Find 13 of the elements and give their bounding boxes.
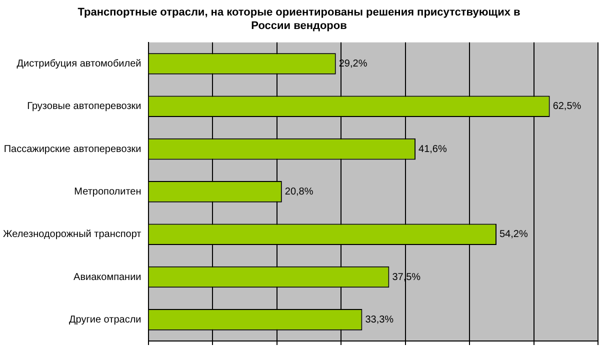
data-label: 41,6% — [418, 144, 447, 155]
data-label: 33,3% — [365, 314, 394, 326]
y-tick-label: Дистрибуция автомобилей — [16, 58, 142, 70]
y-tick-label: Грузовые автоперевозки — [27, 101, 142, 112]
data-label: 54,2% — [499, 229, 528, 240]
y-tick-label: Метрополитен — [74, 186, 142, 198]
data-label: 62,5% — [552, 101, 582, 112]
y-tick-label: Авиакомпании — [74, 272, 142, 283]
data-label: 20,8% — [284, 186, 314, 198]
y-tick-label: Железнодорожный транспорт — [2, 229, 142, 240]
y-tick-label: Другие отрасли — [68, 314, 142, 326]
chart-title: Транспортные отрасли, на которые ориентированы решения присутствующих в России вендоров — [78, 6, 521, 32]
y-tick-label: Пассажирские автоперевозки — [4, 144, 142, 155]
